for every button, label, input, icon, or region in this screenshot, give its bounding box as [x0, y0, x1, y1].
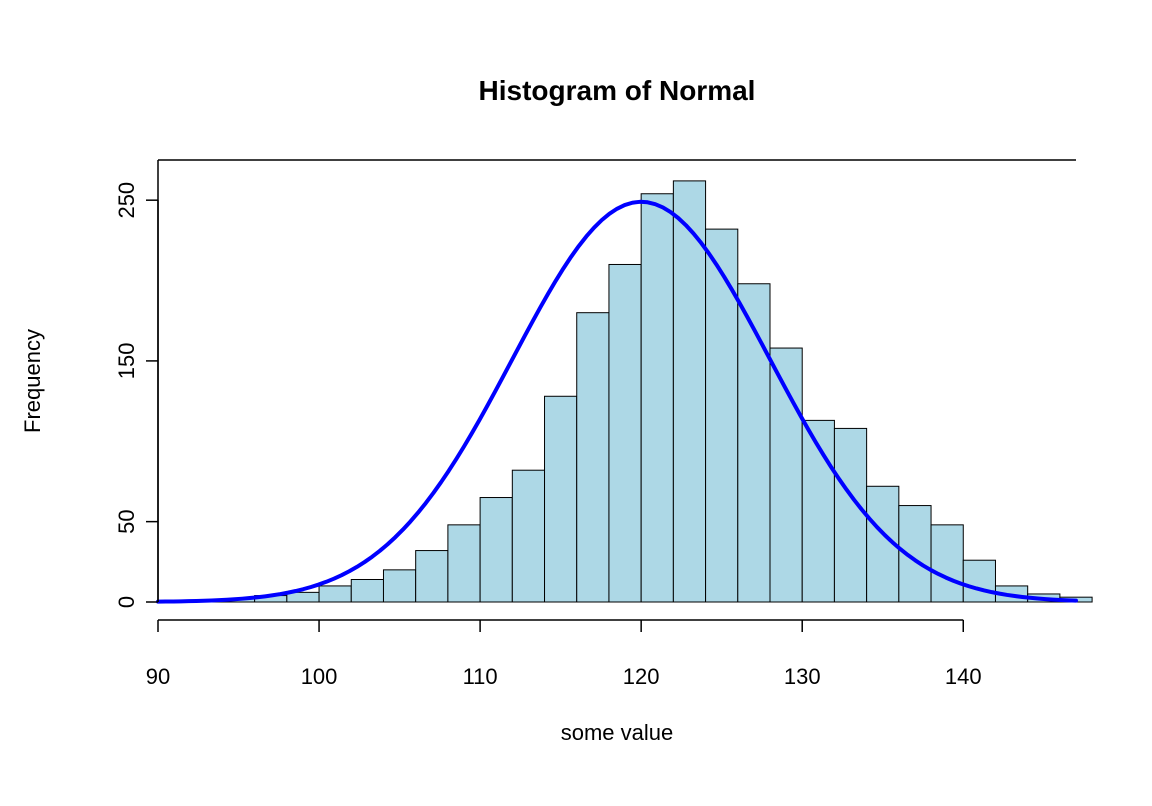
y-axis-label: Frequency: [20, 329, 45, 433]
x-tick-label: 90: [146, 664, 170, 689]
chart-title: Histogram of Normal: [479, 75, 756, 106]
histogram-bar: [480, 498, 512, 602]
y-tick-label: 50: [114, 509, 139, 533]
histogram-bar: [416, 551, 448, 602]
histogram-bar: [448, 525, 480, 602]
histogram-bar: [545, 396, 577, 602]
histogram-bar: [609, 264, 641, 602]
histogram-bar: [512, 470, 544, 602]
histogram-bar: [383, 570, 415, 602]
histogram-bars: [190, 181, 1092, 602]
x-tick-label: 100: [301, 664, 338, 689]
histogram-bar: [641, 194, 673, 602]
x-tick-label: 110: [463, 664, 498, 689]
histogram-bar: [834, 428, 866, 602]
x-tick-label: 120: [623, 664, 660, 689]
y-tick-label: 150: [114, 343, 139, 380]
histogram-bar: [963, 560, 995, 602]
y-tick-label: 250: [114, 182, 139, 219]
y-tick-label: 0: [114, 596, 139, 608]
histogram-bar: [351, 579, 383, 602]
x-axis-label: some value: [561, 720, 674, 745]
histogram-bar: [319, 586, 351, 602]
x-tick-label: 130: [784, 664, 821, 689]
histogram-bar: [706, 229, 738, 602]
histogram-bar: [931, 525, 963, 602]
x-tick-label: 140: [945, 664, 982, 689]
histogram-chart: Histogram of Normal 90 100 110 120 130 140 0 50 1…: [0, 0, 1152, 806]
histogram-bar: [577, 313, 609, 602]
